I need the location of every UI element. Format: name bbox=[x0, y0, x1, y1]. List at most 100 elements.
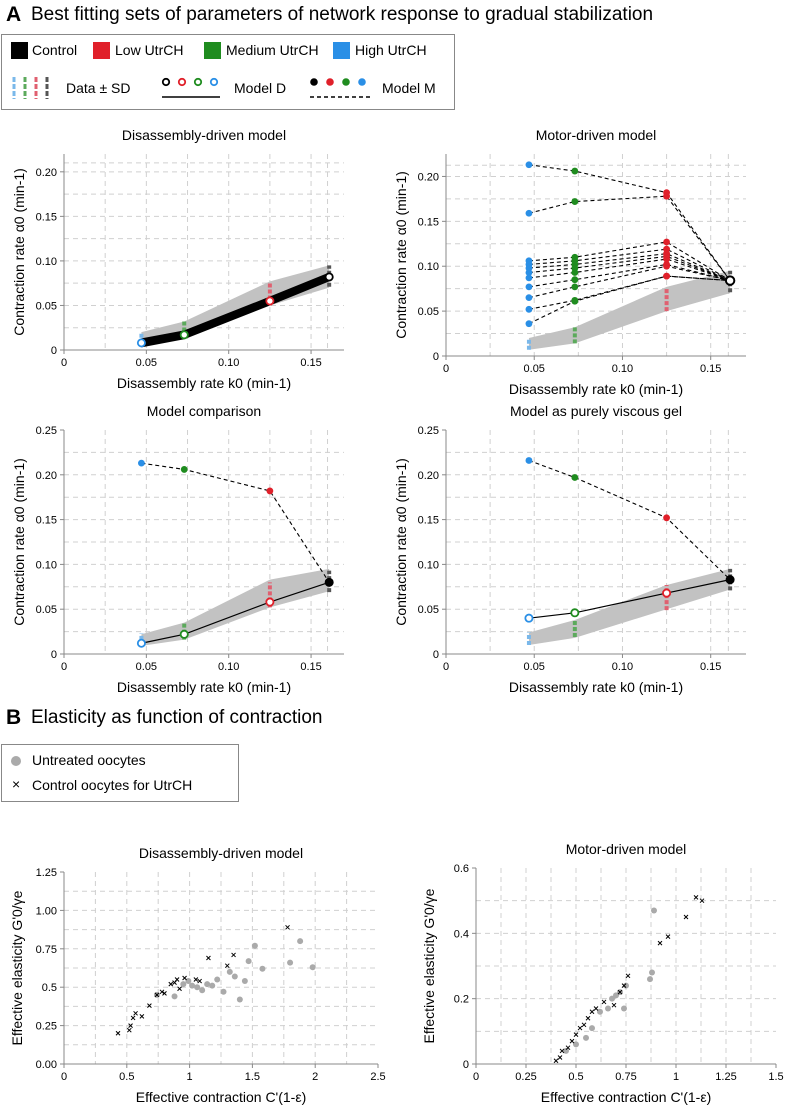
untreated-oocyte-point bbox=[297, 938, 304, 945]
model-m-line bbox=[528, 253, 731, 282]
y-tick-label: 0.10 bbox=[36, 256, 57, 268]
sd-band bbox=[141, 568, 330, 646]
untreated-oocyte-point bbox=[241, 978, 248, 985]
cross-stroke bbox=[231, 952, 236, 958]
control-oocyte-point bbox=[130, 1015, 136, 1021]
model-m-point bbox=[325, 578, 333, 586]
x-tick-label: 0.5 bbox=[568, 1071, 583, 1083]
control-oocyte-point bbox=[593, 1006, 599, 1011]
panel-a-letter: A bbox=[6, 3, 22, 26]
cross-stroke bbox=[177, 986, 182, 992]
model-m-point bbox=[525, 161, 533, 169]
y-tick-label: 0.25 bbox=[36, 1021, 57, 1033]
control-oocyte-point bbox=[559, 1048, 565, 1054]
medium-utrch-swatch bbox=[204, 42, 221, 59]
cross-stroke bbox=[126, 1027, 132, 1033]
cross-stroke bbox=[224, 963, 230, 969]
model-m-line bbox=[528, 248, 731, 282]
y-axis-label: Contraction rate α0 (min-1) bbox=[11, 458, 27, 626]
cross-stroke bbox=[617, 989, 623, 995]
y-tick-label: 0.6 bbox=[454, 863, 469, 875]
cross-stroke bbox=[665, 934, 671, 939]
y-tick-label: 0.20 bbox=[36, 470, 57, 482]
x-axis-label: Disassembly rate k0 (min-1) bbox=[117, 375, 291, 391]
y-axis-label: Contraction rate α0 (min-1) bbox=[393, 171, 409, 339]
model-m-line bbox=[528, 241, 731, 282]
x-tick-label: 1.5 bbox=[768, 1071, 783, 1083]
model-d-point bbox=[179, 330, 189, 340]
cross-stroke bbox=[581, 1022, 587, 1028]
cross-stroke bbox=[569, 1038, 575, 1044]
cross-stroke bbox=[130, 1015, 136, 1021]
x-axis-label: Effective contraction C'(1-ε) bbox=[541, 1089, 712, 1105]
model-m-line bbox=[528, 164, 731, 281]
model-m-point bbox=[525, 457, 533, 464]
untreated-oocyte-point bbox=[251, 942, 258, 949]
y-tick-label: 0.75 bbox=[36, 944, 57, 956]
cross-stroke bbox=[577, 1025, 583, 1031]
untreated-oocyte-point bbox=[605, 1005, 611, 1012]
control-oocyte-point bbox=[115, 1030, 121, 1036]
untreated-oocyte-point bbox=[236, 996, 243, 1003]
model-m-point bbox=[138, 459, 145, 467]
chart-3: Model comparison 0 0.05 0.10 0.15 0 0.05 0.10 0.… bbox=[11, 403, 344, 695]
cross-stroke bbox=[553, 1058, 559, 1064]
x-tick-label: 0.05 bbox=[136, 357, 157, 369]
x-tick-label: 2.5 bbox=[370, 1071, 385, 1083]
model-m-point bbox=[571, 474, 579, 481]
control-oocyte-point bbox=[206, 955, 211, 961]
y-tick-label: 0.20 bbox=[36, 167, 57, 179]
model-m-line bbox=[528, 459, 731, 581]
low-utrch-swatch bbox=[93, 42, 110, 59]
x-tick-label: 0 bbox=[61, 357, 67, 369]
control-oocyte-point bbox=[197, 978, 203, 984]
cross-stroke bbox=[565, 1045, 571, 1051]
panel-b-legend: Untreated oocytes × Control oocytes for … bbox=[1, 744, 239, 802]
untreated-oocyte-point bbox=[287, 959, 294, 966]
control-oocyte-point bbox=[577, 1025, 583, 1031]
cross-stroke bbox=[147, 1003, 152, 1008]
control-oocyte-point bbox=[565, 1045, 571, 1051]
model-d-point bbox=[570, 608, 580, 618]
model-d-point bbox=[265, 296, 275, 306]
control-oocyte-point bbox=[693, 895, 699, 900]
untreated-oocyte-point bbox=[199, 987, 206, 994]
high-utrch-swatch bbox=[333, 42, 350, 59]
x-tick-label: 0.15 bbox=[300, 661, 321, 673]
panel-b-letter: B bbox=[6, 706, 22, 729]
model-d-line bbox=[141, 581, 330, 644]
x-tick-label: 0.15 bbox=[700, 661, 721, 673]
legend-model-m: Model M bbox=[382, 80, 436, 96]
x-tick-label: 0.10 bbox=[612, 363, 633, 375]
x-tick-label: 0 bbox=[443, 661, 449, 673]
model-m-point bbox=[571, 283, 579, 291]
untreated-oocyte-point bbox=[589, 1025, 595, 1032]
y-tick-label: 0.10 bbox=[418, 559, 439, 571]
control-oocyte-point bbox=[625, 973, 631, 979]
y-tick-label: 0.15 bbox=[36, 211, 57, 223]
cross-stroke bbox=[133, 1010, 138, 1016]
x-axis-label: Effective contraction C'(1-ε) bbox=[136, 1089, 307, 1105]
model-m-point bbox=[571, 276, 579, 284]
cross-stroke bbox=[559, 1048, 565, 1054]
model-m-point bbox=[266, 487, 274, 495]
legend-model-d: Model D bbox=[234, 80, 287, 96]
y-axis-label: Effective elasticity G'0/γe bbox=[9, 890, 25, 1045]
legend-control: Control bbox=[32, 42, 78, 58]
y-tick-label: 0.10 bbox=[418, 261, 439, 273]
cross-stroke bbox=[601, 999, 607, 1005]
control-oocyte-point bbox=[154, 992, 160, 998]
model-d-line bbox=[528, 579, 731, 619]
cross-stroke bbox=[197, 978, 203, 984]
x-tick-label: 1.5 bbox=[245, 1071, 260, 1083]
chart-2: Motor-driven model 0 0.05 0.10 0.15 0 0.05 0.10… bbox=[393, 127, 746, 397]
model-d-point bbox=[265, 597, 275, 607]
y-tick-label: 0.05 bbox=[418, 604, 439, 616]
chart-6: Motor-driven model 0 0.25 0.5 0.75 1 1.25 1.5 0 0… bbox=[421, 841, 784, 1105]
x-tick-label: 0.10 bbox=[218, 661, 239, 673]
x-tick-label: 0.10 bbox=[218, 357, 239, 369]
model-d-bundle bbox=[141, 272, 330, 348]
legend-untreated: Untreated oocytes bbox=[32, 752, 146, 768]
model-d-point bbox=[179, 629, 189, 639]
y-axis-label: Effective elasticity G'0/γe bbox=[421, 888, 437, 1043]
